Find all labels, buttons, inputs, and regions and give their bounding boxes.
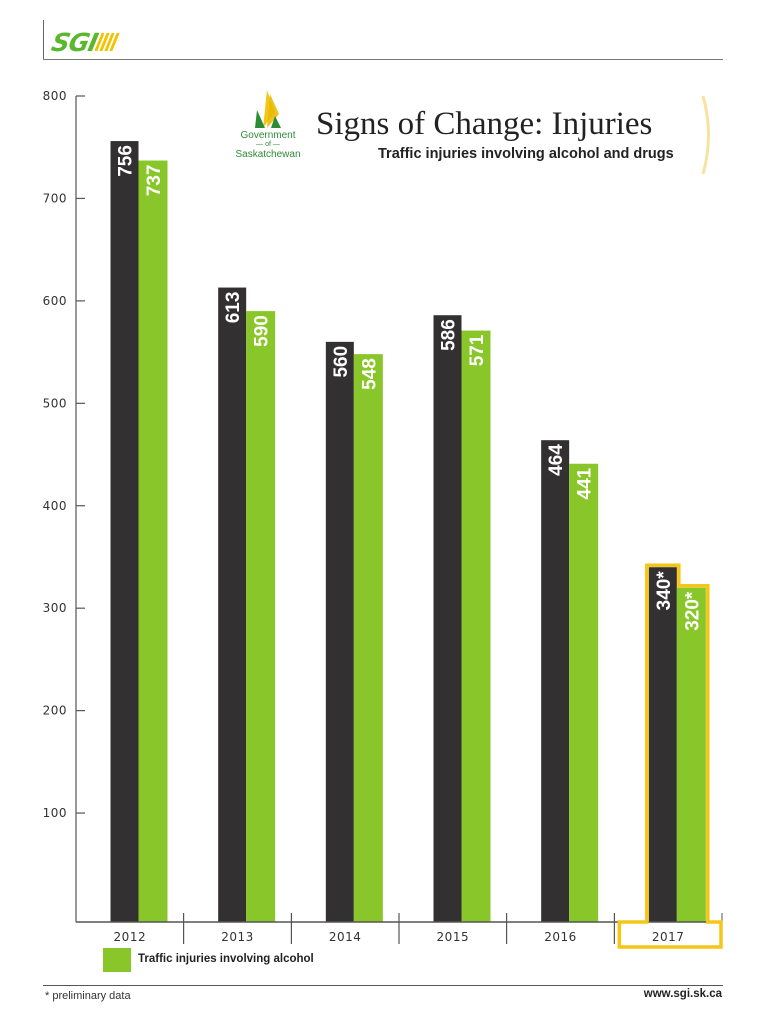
x-tick-label-2012: 2012 (114, 930, 147, 944)
bar-2014-alcohol-drugs (325, 341, 354, 923)
bar-2015-alcohol-drugs (433, 315, 462, 922)
y-tick-label-300: 300 (43, 601, 67, 615)
bar-2017-alcohol-drugs (648, 567, 677, 922)
bar-2013-alcohol (246, 311, 276, 922)
wheat-sheaf-icon (255, 90, 281, 128)
header-divider-vertical (43, 20, 44, 60)
bar-2012-alcohol-drugs (110, 141, 139, 922)
chart-subtitle: Traffic injuries involving alcohol and d… (378, 146, 674, 162)
data-label-2014-alcohol: 548 (359, 358, 380, 390)
footer-divider (43, 985, 723, 986)
x-tick-label-2016: 2016 (544, 930, 577, 944)
data-label-2012-alcohol: 737 (144, 165, 165, 197)
bar-2016-alcohol (569, 463, 599, 922)
data-label-2017-alcohol-drugs: 340* (654, 571, 675, 611)
bar-2016-alcohol-drugs (541, 440, 570, 922)
data-label-2012-alcohol-drugs: 756 (116, 145, 137, 177)
x-tick-label-2013: 2013 (221, 930, 254, 944)
y-tick-label-100: 100 (43, 806, 67, 820)
data-label-2013-alcohol-drugs: 613 (223, 292, 244, 324)
bar-2012-alcohol (138, 160, 168, 922)
title-bracket-decoration (701, 95, 710, 175)
data-label-2016-alcohol-drugs: 464 (546, 444, 567, 476)
website-link[interactable]: www.sgi.sk.ca (643, 988, 722, 1000)
x-tick-label-2014: 2014 (329, 930, 362, 944)
bar-2017-alcohol (676, 587, 706, 922)
y-tick-label-400: 400 (43, 499, 67, 513)
y-tick-label-600: 600 (43, 294, 67, 308)
data-label-2014-alcohol-drugs: 560 (331, 346, 352, 378)
data-label-2015-alcohol: 571 (467, 334, 488, 366)
data-label-2015-alcohol-drugs: 586 (439, 319, 460, 351)
chart-title: Signs of Change: Injuries (316, 106, 653, 142)
government-logo-line1: Government (240, 130, 296, 141)
y-tick-label-200: 200 (43, 704, 67, 718)
bar-2015-alcohol (461, 330, 491, 922)
y-tick-label-800: 800 (43, 89, 67, 103)
x-tick-label-2017: 2017 (652, 930, 685, 944)
data-label-2016-alcohol: 441 (575, 467, 596, 499)
highlight-outline-2017 (617, 563, 723, 949)
legend-label-alcohol: Traffic injuries involving alcohol (138, 953, 314, 965)
government-of-saskatchewan-logo: Government — of — Saskatchewan (230, 88, 306, 160)
government-logo-of: of (265, 141, 271, 148)
bar-2013-alcohol-drugs (218, 287, 247, 923)
y-tick-label-700: 700 (43, 191, 67, 205)
header-divider (43, 59, 723, 60)
x-tick-label-2015: 2015 (437, 930, 470, 944)
footnote: * preliminary data (45, 990, 131, 1002)
government-logo-line3: Saskatchewan (235, 149, 301, 160)
data-label-2013-alcohol: 590 (252, 315, 273, 347)
bar-2014-alcohol (353, 354, 383, 923)
data-label-2017-alcohol: 320* (682, 591, 703, 631)
government-logo-line2: — of — (256, 141, 280, 148)
legend-swatch-alcohol (103, 948, 131, 972)
y-tick-label-500: 500 (43, 396, 67, 410)
